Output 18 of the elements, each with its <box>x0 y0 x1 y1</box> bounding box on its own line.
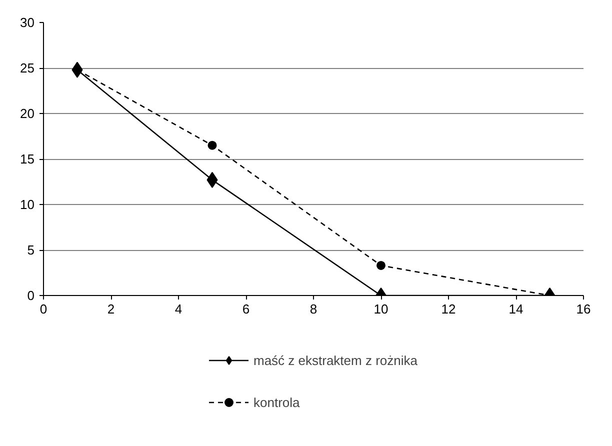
y-tick-label: 15 <box>20 152 35 166</box>
y-tick-label: 30 <box>20 15 35 30</box>
x-tick-label: 16 <box>576 302 591 316</box>
x-tick-label: 4 <box>174 302 182 316</box>
x-tick-label: 10 <box>374 302 388 316</box>
y-tick-label: 20 <box>20 106 35 121</box>
y-tick-label: 25 <box>20 60 35 76</box>
x-tick-label: 8 <box>310 302 318 316</box>
y-tick-label: 0 <box>27 288 35 303</box>
x-tick-label: 6 <box>242 302 250 316</box>
legend-label: maść z ekstraktem z rożnika <box>254 352 418 368</box>
y-tick-label: 10 <box>20 197 35 212</box>
x-tick-label: 12 <box>441 302 456 316</box>
y-tick-label: 5 <box>27 242 35 258</box>
x-tick-label: 0 <box>40 302 48 316</box>
legend-label: kontrola <box>254 394 300 410</box>
x-tick-label: 2 <box>107 302 115 316</box>
x-tick-label: 14 <box>508 302 524 316</box>
